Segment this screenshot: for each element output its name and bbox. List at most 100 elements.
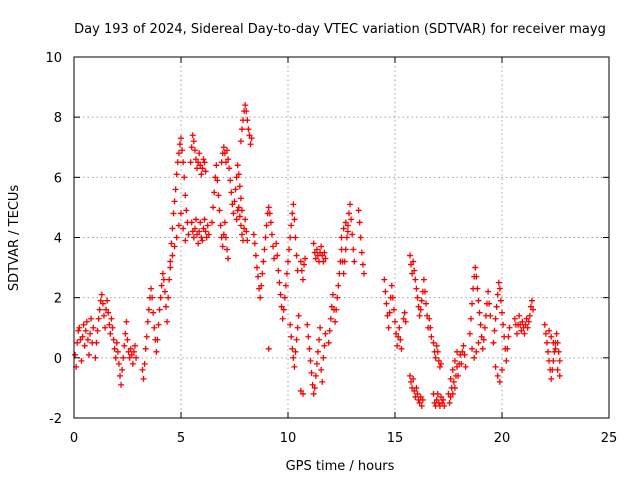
data-point — [412, 276, 419, 283]
data-point — [360, 270, 367, 277]
data-point — [200, 156, 207, 163]
data-point — [528, 297, 535, 304]
data-point — [237, 195, 244, 202]
data-point — [238, 126, 245, 133]
data-point — [541, 321, 548, 328]
data-point — [322, 255, 329, 262]
data-point — [460, 342, 467, 349]
data-point — [212, 174, 219, 181]
data-point — [127, 345, 134, 352]
data-point — [163, 303, 170, 310]
data-point — [332, 318, 339, 325]
data-point — [118, 381, 125, 388]
data-point — [327, 315, 334, 322]
y-tick-label: 0 — [54, 352, 62, 367]
data-point — [289, 210, 296, 217]
data-point — [409, 270, 416, 277]
data-point — [190, 138, 197, 145]
data-point — [438, 360, 445, 367]
data-point — [552, 345, 559, 352]
data-point — [85, 351, 92, 358]
x-tick-labels: 0 5 10 15 20 25 — [70, 431, 617, 446]
x-tick-label: 10 — [280, 431, 297, 446]
data-point — [389, 294, 396, 301]
data-point — [235, 171, 242, 178]
data-point — [265, 204, 272, 211]
data-point — [266, 210, 273, 217]
data-point — [158, 282, 165, 289]
data-point — [275, 267, 282, 274]
data-point — [90, 324, 97, 331]
data-point — [185, 231, 192, 238]
data-point — [550, 357, 557, 364]
data-point — [359, 261, 366, 268]
data-point — [513, 330, 520, 337]
data-point — [497, 297, 504, 304]
data-point — [310, 390, 317, 397]
data-point — [156, 306, 163, 313]
data-point — [428, 333, 435, 340]
data-point — [492, 315, 499, 322]
data-point — [154, 336, 161, 343]
data-point — [105, 309, 112, 316]
data-point — [345, 210, 352, 217]
data-point — [447, 375, 454, 382]
data-point — [308, 369, 315, 376]
data-point — [287, 321, 294, 328]
data-point — [262, 234, 269, 241]
data-point — [222, 159, 229, 166]
data-point — [219, 243, 226, 250]
data-point — [115, 360, 122, 367]
data-point — [199, 165, 206, 172]
chart-title: Day 193 of 2024, Sidereal Day-to-day VTE… — [74, 22, 606, 37]
data-point — [334, 294, 341, 301]
data-point — [342, 246, 349, 253]
data-point — [295, 312, 302, 319]
data-point — [382, 288, 389, 295]
data-point — [479, 345, 486, 352]
data-point — [124, 336, 131, 343]
data-point — [253, 264, 260, 271]
data-point — [469, 345, 476, 352]
data-point — [321, 249, 328, 256]
data-point — [320, 354, 327, 361]
data-point — [313, 246, 320, 253]
data-point — [440, 396, 447, 403]
data-point — [519, 318, 526, 325]
data-point — [301, 261, 308, 268]
data-point — [195, 240, 202, 247]
data-point — [236, 183, 243, 190]
data-point — [224, 246, 231, 253]
data-point — [261, 246, 268, 253]
data-point — [110, 336, 117, 343]
data-point — [286, 246, 293, 253]
data-point — [250, 231, 257, 238]
y-axis-label: SDTVAR / TECUs — [7, 185, 22, 292]
data-point — [237, 222, 244, 229]
data-point — [417, 393, 424, 400]
data-point — [480, 336, 487, 343]
data-point — [201, 216, 208, 223]
data-point — [182, 192, 189, 199]
data-point — [245, 126, 252, 133]
data-point — [220, 231, 227, 238]
data-point — [313, 360, 320, 367]
data-point — [268, 231, 275, 238]
data-point — [244, 117, 251, 124]
data-point — [238, 231, 245, 238]
data-point — [196, 150, 203, 157]
data-point — [122, 330, 129, 337]
data-point — [503, 357, 510, 364]
data-point — [78, 357, 85, 364]
data-point — [288, 333, 295, 340]
data-point — [87, 330, 94, 337]
data-point — [76, 324, 83, 331]
data-point — [555, 348, 562, 355]
data-point — [153, 348, 160, 355]
data-point — [233, 216, 240, 223]
data-point — [130, 348, 137, 355]
data-point — [107, 330, 114, 337]
data-point — [209, 219, 216, 226]
data-point — [486, 300, 493, 307]
data-point — [421, 288, 428, 295]
